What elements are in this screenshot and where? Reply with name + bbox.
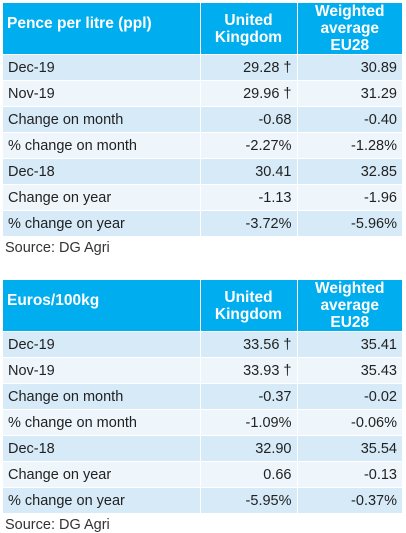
- table-row: Dec-18 30.41 32.85: [3, 158, 402, 185]
- source-note: Source: DG Agri: [5, 517, 110, 533]
- eu-value: 35.54: [297, 435, 402, 462]
- header-uk: United Kingdom: [200, 3, 298, 55]
- table-row: Dec-18 32.90 35.54: [3, 435, 402, 462]
- eu-value: 31.29: [297, 80, 402, 107]
- table-row: Nov-19 29.96 † 31.29: [3, 80, 402, 107]
- uk-value: -0.37: [200, 383, 298, 410]
- uk-value: 0.66: [200, 461, 298, 488]
- row-label: Dec-19: [3, 54, 201, 81]
- row-label: % change on month: [3, 409, 201, 436]
- table-row: Change on month -0.37 -0.02: [3, 383, 402, 410]
- row-label: Change on year: [3, 184, 201, 211]
- row-label: Dec-19: [3, 331, 201, 358]
- uk-value: -3.72%: [200, 210, 298, 237]
- eur-price-table: Euros/100kg United Kingdom Weighted aver…: [3, 280, 402, 514]
- header-eu28: Weighted average EU28: [297, 280, 402, 332]
- table-row: Dec-19 33.56 † 35.41: [3, 331, 402, 358]
- eu-value: 30.89: [297, 54, 402, 81]
- table-row: Change on year -1.13 -1.96: [3, 184, 402, 211]
- eu-value: 35.43: [297, 357, 402, 384]
- source-note: Source: DG Agri: [5, 240, 110, 256]
- eu-value: -0.40: [297, 106, 402, 133]
- eu-value: -0.37%: [297, 487, 402, 514]
- row-label: Change on year: [3, 461, 201, 488]
- row-label: Dec-18: [3, 158, 201, 185]
- table-row: Nov-19 33.93 † 35.43: [3, 357, 402, 384]
- row-label: Nov-19: [3, 80, 201, 107]
- header-uk: United Kingdom: [200, 280, 298, 332]
- uk-value: 33.93 †: [200, 357, 298, 384]
- uk-value: 32.90: [200, 435, 298, 462]
- table-row: % change on month -2.27% -1.28%: [3, 132, 402, 159]
- row-label: Change on month: [3, 106, 201, 133]
- eu-value: -0.02: [297, 383, 402, 410]
- row-label: % change on year: [3, 487, 201, 514]
- uk-value: 30.41: [200, 158, 298, 185]
- eu-value: -0.06%: [297, 409, 402, 436]
- uk-value: -1.13: [200, 184, 298, 211]
- table-row: Dec-19 29.28 † 30.89: [3, 54, 402, 81]
- row-label: % change on year: [3, 210, 201, 237]
- table-header-row: Pence per litre (ppl) United Kingdom Wei…: [3, 3, 402, 55]
- eu-value: 32.85: [297, 158, 402, 185]
- header-unit-label: Euros/100kg: [3, 280, 201, 332]
- uk-value: -1.09%: [200, 409, 298, 436]
- table-row: % change on month -1.09% -0.06%: [3, 409, 402, 436]
- row-label: Nov-19: [3, 357, 201, 384]
- row-label: Dec-18: [3, 435, 201, 462]
- eu-value: -5.96%: [297, 210, 402, 237]
- eu-value: -1.28%: [297, 132, 402, 159]
- table-row: Change on month -0.68 -0.40: [3, 106, 402, 133]
- table-row: Change on year 0.66 -0.13: [3, 461, 402, 488]
- uk-value: -0.68: [200, 106, 298, 133]
- table-header-row: Euros/100kg United Kingdom Weighted aver…: [3, 280, 402, 332]
- header-eu28: Weighted average EU28: [297, 3, 402, 55]
- uk-value: -2.27%: [200, 132, 298, 159]
- uk-value: 29.28 †: [200, 54, 298, 81]
- eu-value: -1.96: [297, 184, 402, 211]
- uk-value: 33.56 †: [200, 331, 298, 358]
- ppl-price-table: Pence per litre (ppl) United Kingdom Wei…: [3, 3, 402, 237]
- row-label: % change on month: [3, 132, 201, 159]
- table-row: % change on year -3.72% -5.96%: [3, 210, 402, 237]
- table-row: % change on year -5.95% -0.37%: [3, 487, 402, 514]
- eur-price-table-block: Euros/100kg United Kingdom Weighted aver…: [3, 280, 402, 533]
- eu-value: -0.13: [297, 461, 402, 488]
- header-unit-label: Pence per litre (ppl): [3, 3, 201, 55]
- uk-value: 29.96 †: [200, 80, 298, 107]
- row-label: Change on month: [3, 383, 201, 410]
- eu-value: 35.41: [297, 331, 402, 358]
- uk-value: -5.95%: [200, 487, 298, 514]
- ppl-price-table-block: Pence per litre (ppl) United Kingdom Wei…: [3, 3, 402, 256]
